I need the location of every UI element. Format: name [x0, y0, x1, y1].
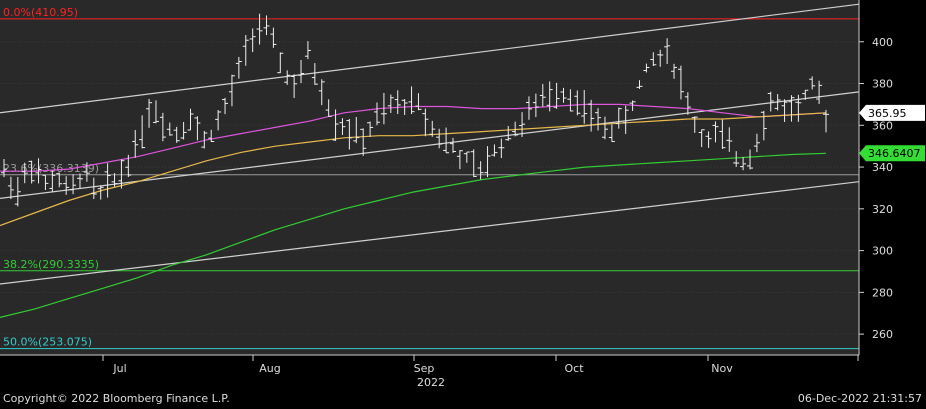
price-tags: 365.95 346.6407 [859, 104, 925, 162]
ma-value-tag-bg [859, 145, 925, 162]
trend-channel-upper [0, 3, 860, 114]
y-tick-label: 260 [872, 328, 893, 341]
fibonacci-levels: 0.0%(410.95) 23.6%(336.3139) 38.2%(290.333… [0, 6, 859, 350]
price-bars [1, 13, 829, 207]
plot-background [0, 0, 859, 371]
trend-channel-lower [0, 181, 860, 285]
x-axis: Jul Aug Sep Oct Nov 2022 [0, 354, 859, 389]
y-axis: 260 280 300 320 340 360 380 400 [858, 0, 893, 355]
moving-average-long [0, 152, 827, 318]
fib-level-label: 50.0%(253.075) [3, 336, 92, 349]
copyright-text: Copyright© 2022 Bloomberg Finance L.P. [3, 392, 230, 405]
fib-level-label: 23.6%(336.3139) [3, 162, 99, 175]
last-price-tag: 365.95 [868, 107, 907, 120]
y-tick-label: 280 [872, 286, 893, 299]
y-tick-label: 320 [872, 203, 893, 216]
x-year-label: 2022 [417, 376, 445, 389]
x-tick-label: Jul [112, 362, 126, 375]
y-tick-label: 340 [872, 161, 893, 174]
price-chart: 0.0%(410.95) 23.6%(336.3139) 38.2%(290.333… [0, 0, 926, 390]
fib-level-label: 0.0%(410.95) [3, 6, 78, 19]
y-tick-label: 360 [872, 119, 893, 132]
timestamp: 06-Dec-2022 21:31:57 [797, 392, 922, 405]
fib-level-label: 38.2%(290.3335) [3, 258, 99, 271]
gridlines [0, 41, 859, 335]
x-tick-label: Oct [564, 362, 584, 375]
y-tick-label: 380 [872, 78, 893, 91]
moving-average-medium [0, 112, 827, 227]
last-price-tag-bg [859, 104, 925, 121]
ma-value-tag: 346.6407 [868, 147, 921, 160]
x-tick-label: Aug [259, 362, 280, 375]
time-axis-background [0, 355, 859, 390]
y-tick-label: 400 [872, 36, 893, 49]
y-tick-label: 300 [872, 245, 893, 258]
x-tick-label: Sep [414, 362, 435, 375]
footer: Copyright© 2022 Bloomberg Finance L.P. 0… [0, 390, 926, 409]
price-axis-background [859, 0, 926, 371]
x-tick-label: Nov [711, 362, 733, 375]
